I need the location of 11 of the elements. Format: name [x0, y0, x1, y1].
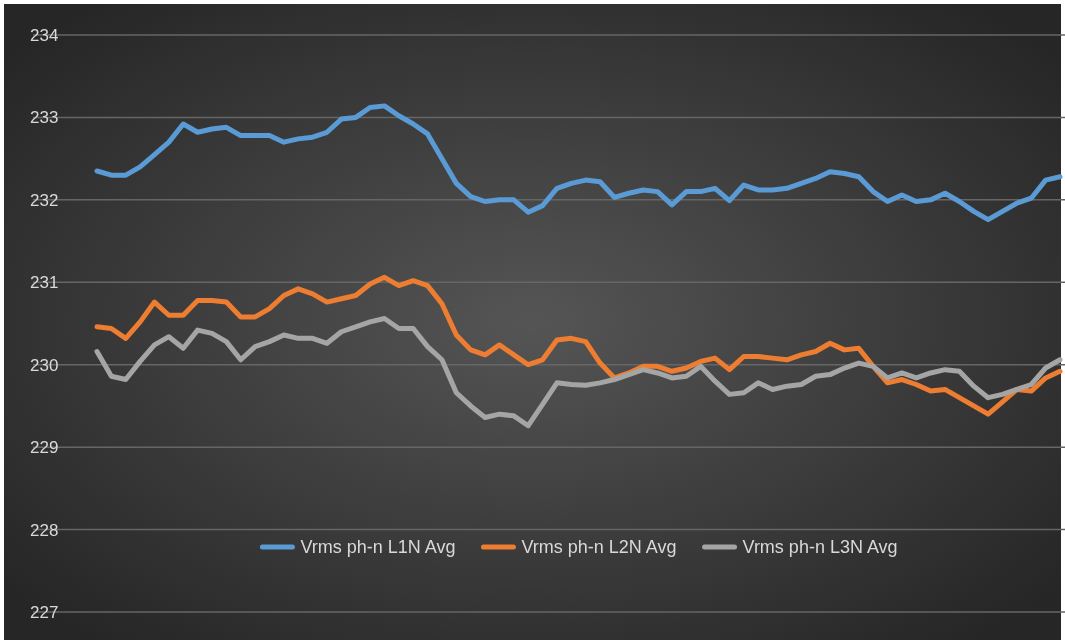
legend-label: Vrms ph-n L3N Avg [742, 537, 898, 557]
legend-label: Vrms ph-n L1N Avg [300, 537, 456, 557]
y-tick-label: 232 [30, 190, 59, 210]
y-tick-label: 227 [30, 602, 59, 622]
y-tick-label: 233 [30, 108, 59, 128]
legend-label: Vrms ph-n L2N Avg [521, 537, 677, 557]
y-tick-label: 234 [30, 25, 59, 45]
y-tick-label: 229 [30, 438, 59, 458]
y-tick-label: 230 [30, 355, 59, 375]
y-tick-label: 228 [30, 520, 59, 540]
y-tick-label: 231 [30, 273, 59, 293]
